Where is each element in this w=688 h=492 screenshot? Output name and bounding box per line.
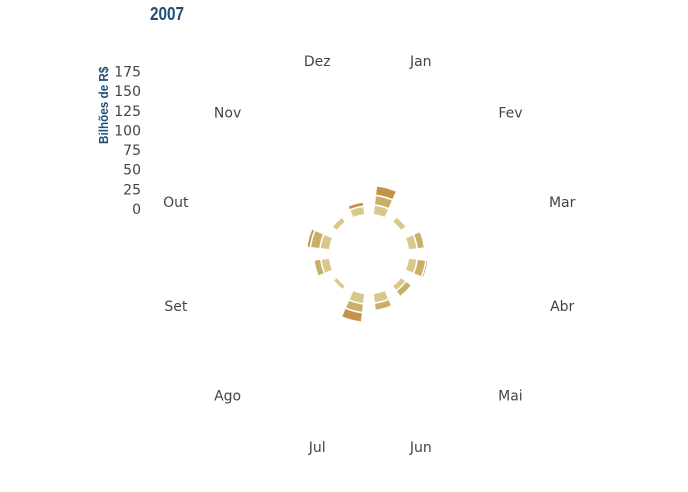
bar-fev-segment-1 [392, 216, 407, 231]
bar-dez-segment-3 [348, 202, 364, 210]
month-label-jan: Jan [409, 54, 432, 70]
bar-mai-segment-1 [392, 277, 406, 291]
bars [307, 185, 428, 323]
bar-out-segment-2 [310, 230, 324, 249]
bar-abr-segment-1 [405, 258, 417, 274]
bar-mai-segment-2 [396, 281, 412, 297]
month-label-mai: Mai [498, 388, 523, 404]
bar-abr-segment-2 [413, 259, 426, 277]
bar-jun-segment-1 [373, 290, 389, 303]
bar-ago-segment-1 [333, 277, 346, 290]
radial-tick-75: 75 [123, 143, 141, 159]
bar-jul-segment-1 [348, 290, 365, 304]
radial-tick-25: 25 [123, 182, 141, 198]
month-label-jun: Jun [409, 440, 432, 456]
radial-tick-100: 100 [114, 123, 141, 139]
month-label-dez: Dez [304, 54, 331, 70]
month-label-abr: Abr [550, 299, 574, 315]
month-label-mar: Mar [549, 195, 576, 211]
bar-abr-segment-3 [421, 260, 428, 278]
bar-mar-segment-1 [405, 234, 417, 250]
bar-set-segment-2 [314, 259, 325, 277]
month-label-ago: Ago [214, 388, 241, 404]
bar-jul-segment-2 [345, 300, 364, 313]
bar-out-segment-3 [307, 228, 315, 248]
month-label-nov: Nov [214, 106, 241, 122]
month-label-out: Out [163, 195, 189, 211]
bar-mar-segment-2 [413, 231, 425, 249]
bar-nov-segment-1 [332, 217, 346, 231]
chart-title: 2007 [150, 4, 185, 24]
bar-jul-segment-3 [341, 308, 363, 323]
month-label-set: Set [164, 299, 188, 315]
bar-out-segment-1 [320, 234, 333, 250]
bar-set-segment-1 [321, 258, 333, 274]
bar-jan-segment-1 [373, 205, 389, 218]
radial-tick-50: 50 [123, 163, 141, 179]
radial-tick-150: 150 [114, 84, 141, 100]
bar-jun-segment-2 [374, 299, 392, 311]
radial-tick-175: 175 [114, 65, 141, 81]
month-label-fev: Fev [498, 106, 522, 122]
month-label-jul: Jul [308, 440, 326, 456]
radial-tick-125: 125 [114, 104, 141, 120]
radial-axis-label: Bilhões de R$ [96, 66, 111, 144]
radial-ticks: 0 25 50 75 100 125 150 175 [114, 65, 141, 218]
bar-jan-segment-2 [374, 195, 393, 209]
radial-tick-0: 0 [132, 202, 141, 218]
bar-dez-segment-1 [349, 206, 365, 218]
month-labels: Jan Fev Mar Abr Mai Jun Jul Ago Set Out Nov Dez [163, 54, 576, 456]
bar-jan-segment-3 [375, 185, 397, 200]
